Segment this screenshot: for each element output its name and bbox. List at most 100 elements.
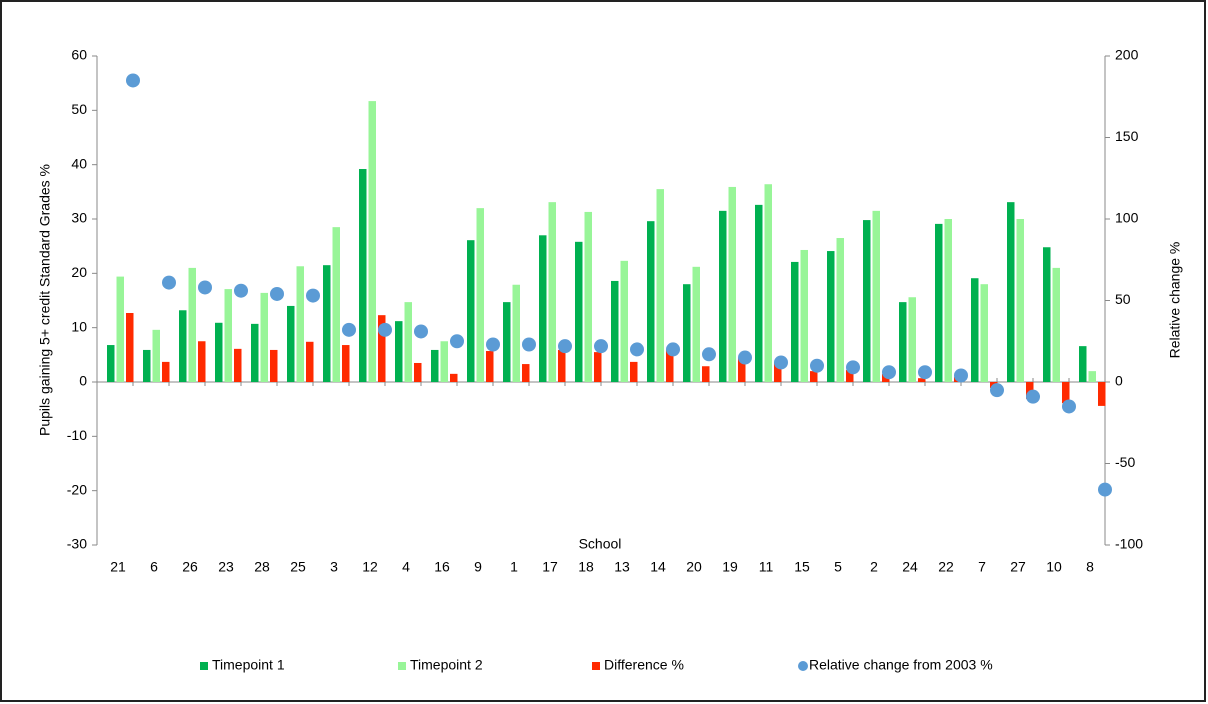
bar xyxy=(774,361,782,382)
bar xyxy=(944,219,952,382)
y-tick-label: 20 xyxy=(71,264,87,280)
x-tick-label: 7 xyxy=(978,559,986,575)
bar xyxy=(404,302,412,382)
x-tick-label: 9 xyxy=(474,559,482,575)
bar xyxy=(800,249,808,382)
data-point xyxy=(1062,399,1076,414)
bar xyxy=(594,352,602,382)
bar xyxy=(414,362,422,382)
bar xyxy=(584,211,592,382)
data-point xyxy=(414,324,428,339)
data-point xyxy=(162,275,176,290)
y2-tick-label: 150 xyxy=(1115,128,1139,144)
data-point xyxy=(198,280,212,295)
bar xyxy=(666,349,674,382)
y-tick-label: 50 xyxy=(71,101,87,117)
bar xyxy=(342,345,350,382)
bar xyxy=(1007,202,1015,382)
bar xyxy=(306,341,314,382)
bar xyxy=(846,370,854,382)
x-tick-label: 17 xyxy=(542,559,558,575)
bar xyxy=(440,341,448,382)
x-tick-label: 19 xyxy=(722,559,738,575)
bar xyxy=(431,349,439,382)
x-tick-label: 11 xyxy=(759,559,774,575)
data-point xyxy=(702,347,716,362)
y-tick-label: -30 xyxy=(67,536,87,552)
bar xyxy=(558,349,566,382)
data-point xyxy=(306,288,320,303)
bar xyxy=(1016,219,1024,382)
data-point xyxy=(522,337,536,352)
y-tick-label: 0 xyxy=(79,373,87,389)
bar xyxy=(270,349,278,382)
legend-label: Relative change from 2003 % xyxy=(809,657,993,673)
y-axis-title: Pupils gaining 5+ credit Standard Grades… xyxy=(37,164,53,436)
bar xyxy=(126,312,134,382)
y-tick-label: 10 xyxy=(71,318,87,334)
bar xyxy=(647,221,655,382)
bar xyxy=(1079,346,1087,382)
legend-marker xyxy=(798,661,808,671)
bar xyxy=(908,297,916,382)
bar xyxy=(179,310,187,382)
bar xyxy=(630,361,638,382)
bar xyxy=(323,265,331,382)
bar xyxy=(738,358,746,382)
x-tick-label: 5 xyxy=(834,559,842,575)
bar xyxy=(863,220,871,382)
y-tick-label: -20 xyxy=(67,481,87,497)
x-tick-label: 15 xyxy=(794,559,810,575)
x-tick-label: 22 xyxy=(938,559,954,575)
bar xyxy=(971,278,979,382)
data-point xyxy=(1098,482,1112,497)
x-tick-label: 27 xyxy=(1010,559,1026,575)
bar xyxy=(359,169,367,382)
bar xyxy=(836,238,844,382)
x-tick-label: 10 xyxy=(1046,559,1062,575)
x-tick-label: 4 xyxy=(402,559,410,575)
data-point xyxy=(810,358,824,373)
bar xyxy=(702,366,710,382)
bar xyxy=(332,227,340,382)
bar xyxy=(476,208,484,382)
bar xyxy=(296,266,304,382)
bar xyxy=(791,261,799,382)
bar xyxy=(1026,382,1034,399)
bar xyxy=(116,276,124,382)
bar xyxy=(719,210,727,382)
bar xyxy=(224,289,232,382)
bar xyxy=(755,204,763,382)
x-tick-label: 6 xyxy=(150,559,158,575)
y-tick-label: 30 xyxy=(71,210,87,226)
bar xyxy=(1043,247,1051,382)
data-point xyxy=(774,355,788,370)
legend-marker xyxy=(592,662,600,670)
bar xyxy=(656,189,664,382)
bar xyxy=(215,322,223,382)
bar xyxy=(251,323,259,382)
bar xyxy=(395,321,403,382)
x-tick-label: 24 xyxy=(902,559,918,575)
data-point xyxy=(234,283,248,298)
data-point xyxy=(342,322,356,337)
x-tick-label: 2 xyxy=(870,559,878,575)
bar xyxy=(575,241,583,382)
data-point xyxy=(378,322,392,337)
x-tick-label: 20 xyxy=(686,559,702,575)
bar xyxy=(827,251,835,382)
bar xyxy=(620,260,628,382)
y2-tick-label: 100 xyxy=(1115,210,1139,226)
legend-marker xyxy=(398,662,406,670)
bar xyxy=(198,341,206,382)
bar xyxy=(486,351,494,382)
data-point xyxy=(1026,389,1040,404)
legend-label: Timepoint 1 xyxy=(212,657,285,673)
bar xyxy=(728,186,736,382)
data-point xyxy=(450,334,464,349)
x-tick-label: 26 xyxy=(182,559,198,575)
data-point xyxy=(954,368,968,383)
x-tick-label: 21 xyxy=(110,559,126,575)
bar xyxy=(810,371,818,382)
